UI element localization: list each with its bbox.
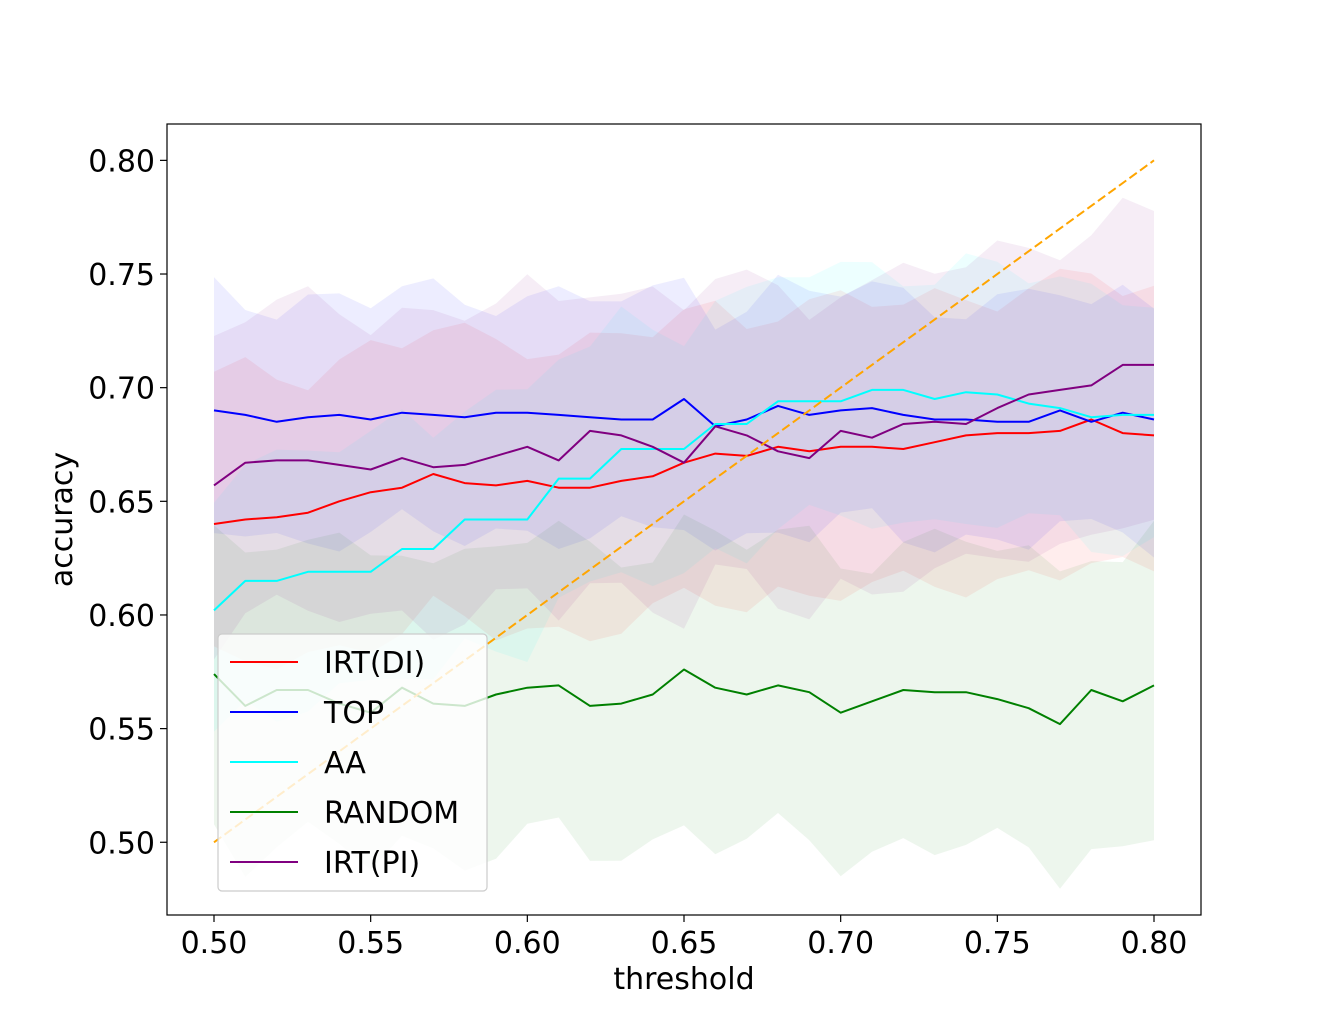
band-aa	[214, 253, 1154, 732]
y-axis-label: accuracy	[45, 452, 80, 587]
band-irt-pi	[214, 197, 1154, 660]
line-aa	[213, 388, 1154, 612]
legend-label-random: RANDOM	[324, 796, 459, 831]
line-top	[213, 398, 1155, 428]
y-tick-label: 0.65	[88, 485, 155, 520]
y-tick-label: 0.60	[88, 599, 155, 634]
line-irt-pi	[213, 363, 1154, 487]
x-tick-label: 0.55	[337, 926, 404, 961]
x-tick-label: 0.65	[651, 926, 718, 961]
band-irt-di	[214, 268, 1154, 670]
legend-label-aa: AA	[324, 746, 366, 781]
reference-diagonal-line	[213, 159, 1155, 844]
x-tick-label: 0.75	[964, 926, 1031, 961]
y-tick-label: 0.55	[88, 713, 155, 748]
x-axis-label: threshold	[613, 962, 754, 997]
legend-label-irt-pi: IRT(PI)	[324, 846, 420, 881]
x-tick-label: 0.60	[494, 926, 561, 961]
y-tick-label: 0.75	[88, 258, 155, 293]
x-tick-label: 0.70	[807, 926, 874, 961]
legend-label-top: TOP	[323, 696, 384, 731]
band-top	[214, 274, 1154, 558]
legend-box	[217, 633, 488, 892]
legend-label-irt-di: IRT(DI)	[324, 646, 425, 681]
y-tick-label: 0.70	[88, 372, 155, 407]
legend: IRT(DI) TOP AA RANDOM IRT(PI)	[217, 633, 488, 892]
x-axis-ticks: 0.50 0.55 0.60 0.65 0.70 0.75 0.80	[181, 915, 1188, 961]
y-tick-label: 0.50	[88, 826, 155, 861]
y-axis-ticks: 0.50 0.55 0.60 0.65 0.70 0.75 0.80	[88, 144, 167, 861]
y-tick-label: 0.80	[88, 144, 155, 179]
x-tick-label: 0.80	[1121, 926, 1188, 961]
x-tick-label: 0.50	[181, 926, 248, 961]
